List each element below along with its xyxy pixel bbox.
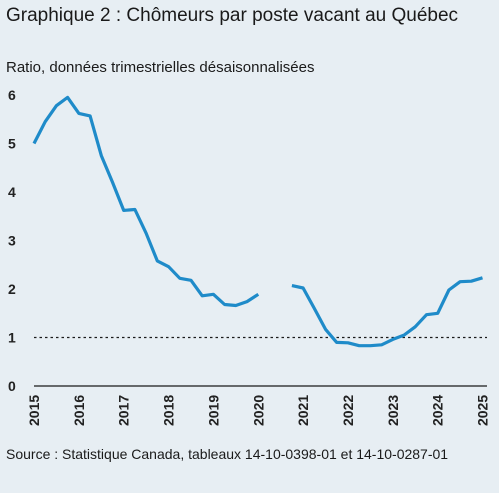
y-tick-label: 5 — [8, 136, 16, 152]
series-line-segment-1 — [32, 95, 260, 308]
x-tick-label: 2020 — [250, 395, 266, 426]
x-tick-label: 2015 — [26, 395, 42, 426]
x-tick-label: 2023 — [385, 395, 401, 426]
y-tick-label: 1 — [8, 330, 16, 346]
x-tick-label: 2021 — [295, 395, 311, 426]
x-tick-label: 2019 — [205, 395, 221, 426]
y-tick-label: 4 — [8, 184, 16, 200]
x-tick-label: 2024 — [430, 395, 446, 426]
y-tick-label: 2 — [8, 281, 16, 297]
y-tick-label: 6 — [8, 87, 16, 103]
series-layer — [32, 95, 483, 348]
x-tick-label: 2016 — [71, 395, 87, 426]
x-tick-label: 2022 — [340, 395, 356, 426]
x-axis-ticks: 2015 2016 2017 2018 2019 2020 2021 2022 2023 2024… — [26, 395, 491, 426]
series-line-segment-2 — [291, 276, 483, 348]
y-axis-ticks: 0 1 2 3 4 5 6 — [8, 87, 16, 394]
x-tick-label: 2017 — [116, 395, 132, 426]
x-tick-label: 2025 — [475, 395, 491, 426]
chart-subtitle: Ratio, données trimestrielles désaisonna… — [6, 59, 315, 76]
source-note: Source : Statistique Canada, tableaux 14… — [6, 446, 449, 462]
y-tick-label: 0 — [8, 378, 16, 394]
x-tick-label: 2018 — [161, 395, 177, 426]
y-tick-label: 3 — [8, 233, 16, 249]
chart-title: Graphique 2 : Chômeurs par poste vacant … — [6, 5, 459, 26]
